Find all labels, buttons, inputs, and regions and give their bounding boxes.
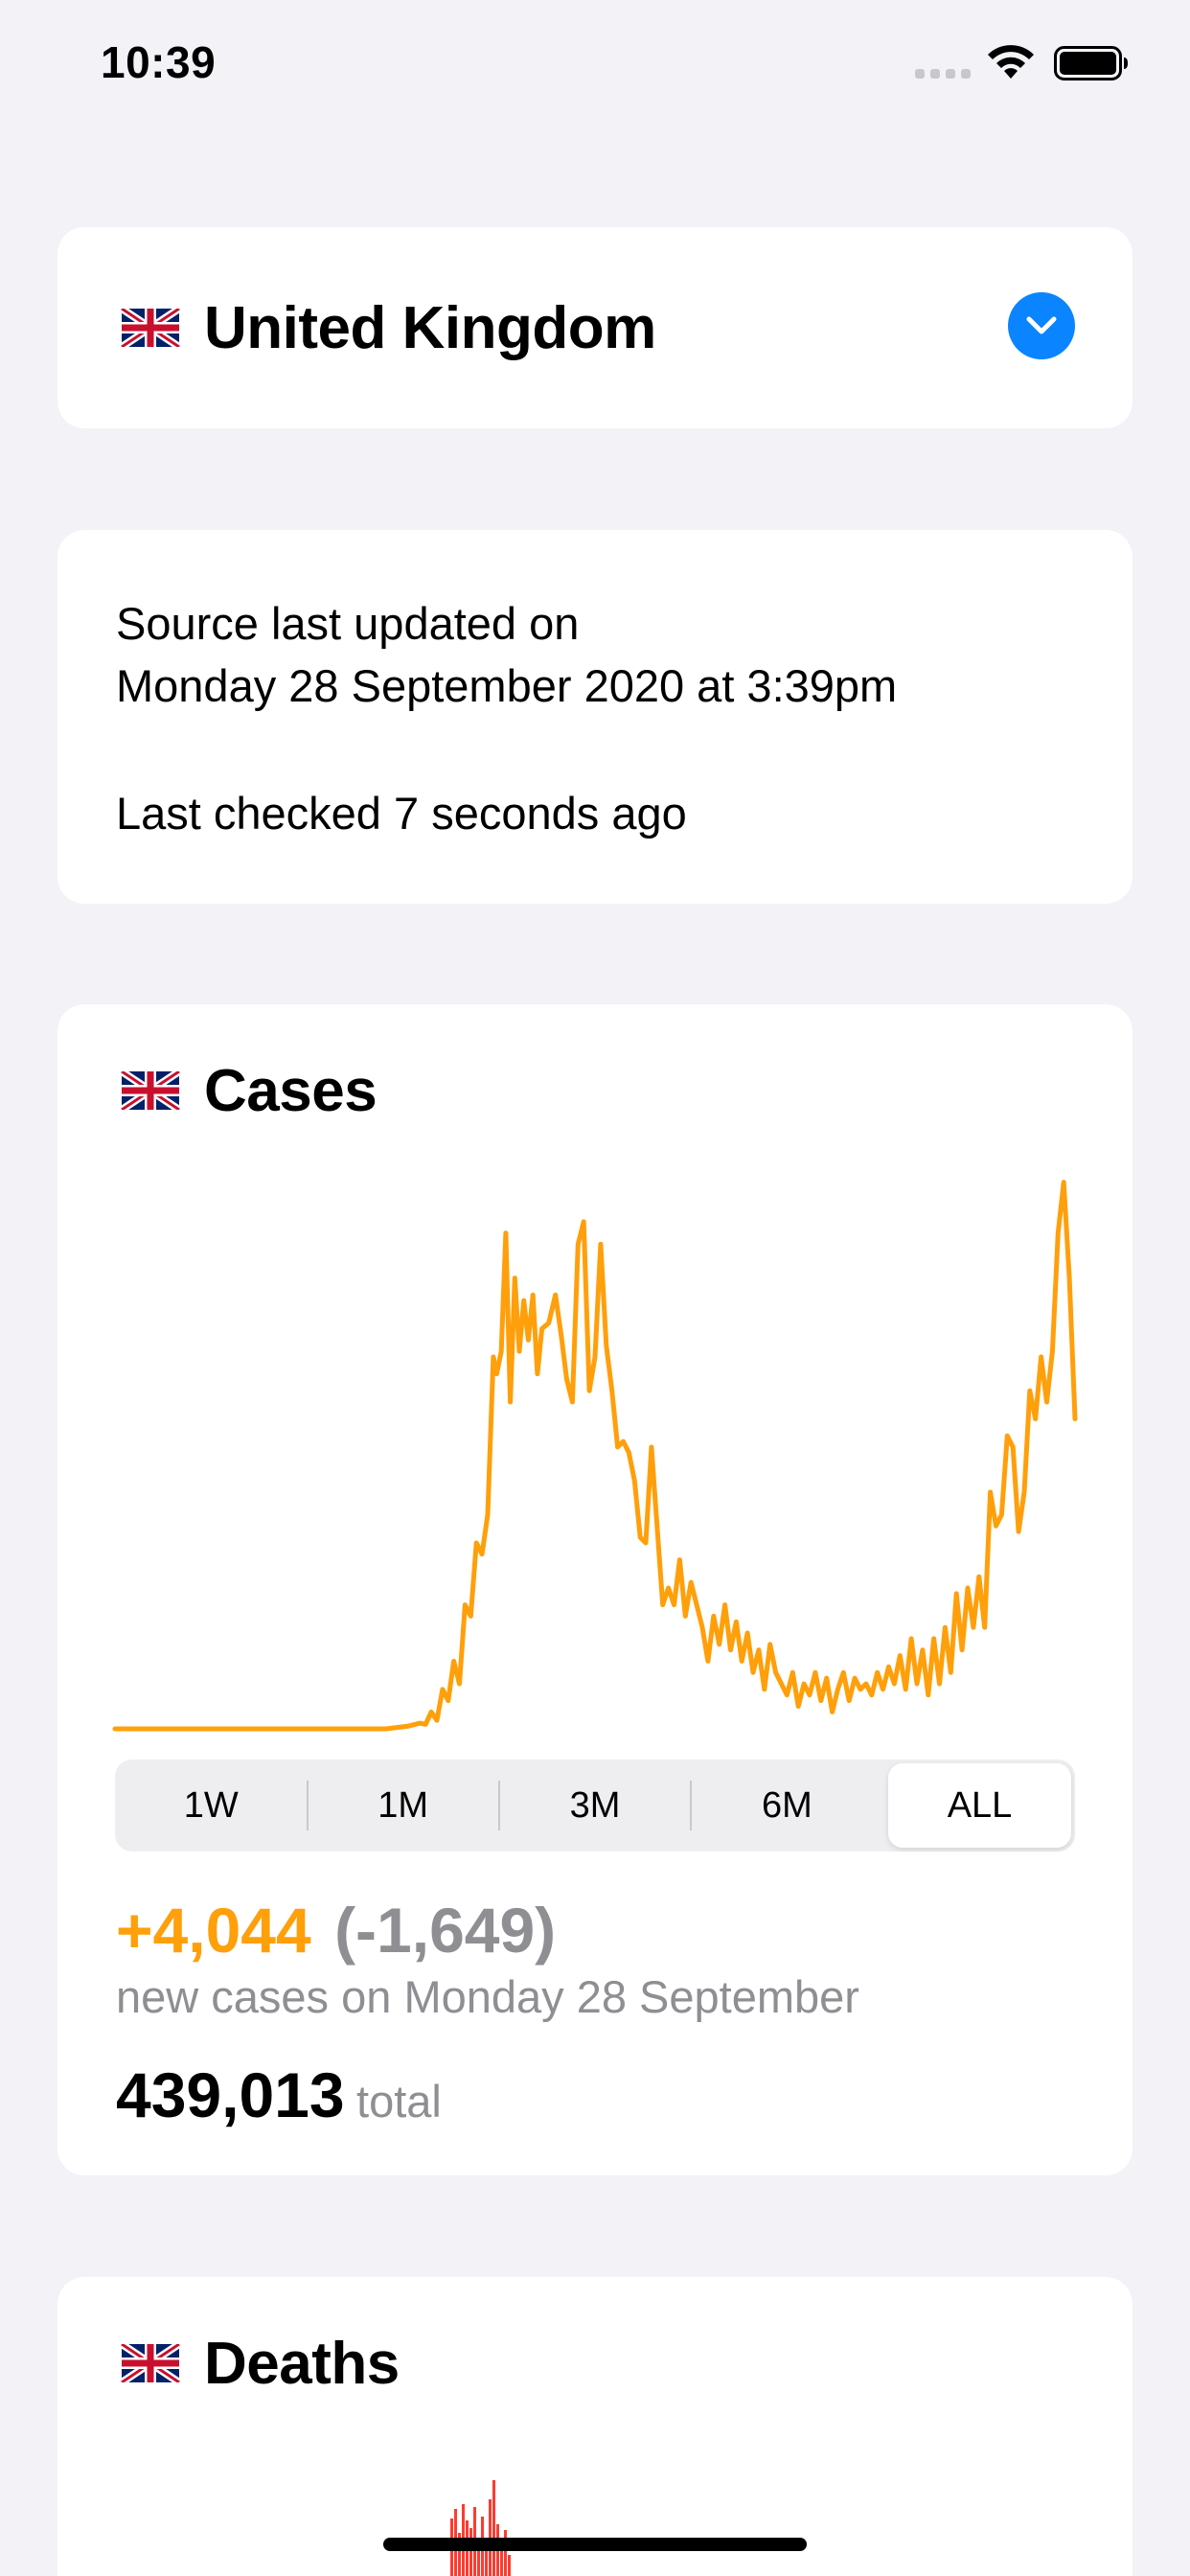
deaths-bar xyxy=(504,2530,507,2576)
uk-flag-icon xyxy=(121,309,180,347)
source-updated-date: Monday 28 September 2020 at 3:39pm xyxy=(116,660,898,711)
range-selector[interactable]: 1W 1M 3M 6M ALL xyxy=(115,1760,1075,1852)
source-updated-label: Source last updated on xyxy=(116,598,580,649)
chevron-down-icon xyxy=(1026,316,1057,334)
country-name: United Kingdom xyxy=(204,295,656,361)
status-bar: 10:39 xyxy=(0,0,1190,125)
deaths-card: Deaths xyxy=(57,2277,1133,2576)
deaths-bar xyxy=(458,2533,461,2576)
range-1w-button[interactable]: 1W xyxy=(183,1784,239,1826)
cases-title: Cases xyxy=(204,1058,378,1124)
uk-flag-icon xyxy=(121,1071,180,1110)
deaths-bar xyxy=(500,2547,503,2576)
country-selector[interactable]: United Kingdom xyxy=(57,227,1133,428)
range-divider xyxy=(498,1781,500,1830)
cases-card: Cases 1W 1M 3M 6M ALL +4,044 (-1,649) ne… xyxy=(57,1004,1133,2175)
status-time: 10:39 xyxy=(101,37,217,87)
cases-chart xyxy=(112,1180,1078,1732)
range-6m-button[interactable]: 6M xyxy=(761,1784,812,1826)
deaths-bar xyxy=(508,2555,511,2576)
last-checked-text: Last checked 7 seconds ago xyxy=(116,788,687,839)
total-cases: 439,013 total xyxy=(116,2058,442,2131)
wifi-icon xyxy=(988,45,1034,79)
range-1m-button[interactable]: 1M xyxy=(378,1784,428,1826)
total-cases-label: total xyxy=(356,2076,442,2127)
new-cases-delta: +4,044 xyxy=(116,1895,311,1966)
battery-icon xyxy=(1054,46,1128,80)
range-3m-button[interactable]: 3M xyxy=(569,1784,621,1826)
cellular-icon xyxy=(915,63,973,79)
range-divider xyxy=(307,1781,309,1830)
cases-series-line xyxy=(112,1180,1078,1732)
deaths-bar xyxy=(485,2542,488,2576)
deaths-bar xyxy=(469,2528,472,2576)
new-cases-change: (-1,649) xyxy=(334,1895,557,1966)
deaths-bar xyxy=(492,2480,495,2576)
new-cases-label: new cases on Monday 28 September xyxy=(116,1971,859,2022)
home-indicator[interactable] xyxy=(383,2538,807,2551)
country-dropdown-button[interactable] xyxy=(1008,292,1075,359)
total-cases-value: 439,013 xyxy=(116,2059,345,2130)
range-all-button[interactable]: ALL xyxy=(888,1763,1071,1848)
deaths-chart xyxy=(450,2480,511,2576)
deaths-title: Deaths xyxy=(204,2331,400,2397)
daily-change: +4,044 (-1,649) xyxy=(116,1894,556,1966)
source-info-card: Source last updated on Monday 28 Septemb… xyxy=(57,530,1133,904)
deaths-bar xyxy=(477,2538,480,2576)
range-divider xyxy=(690,1781,692,1830)
uk-flag-icon xyxy=(121,2344,180,2382)
